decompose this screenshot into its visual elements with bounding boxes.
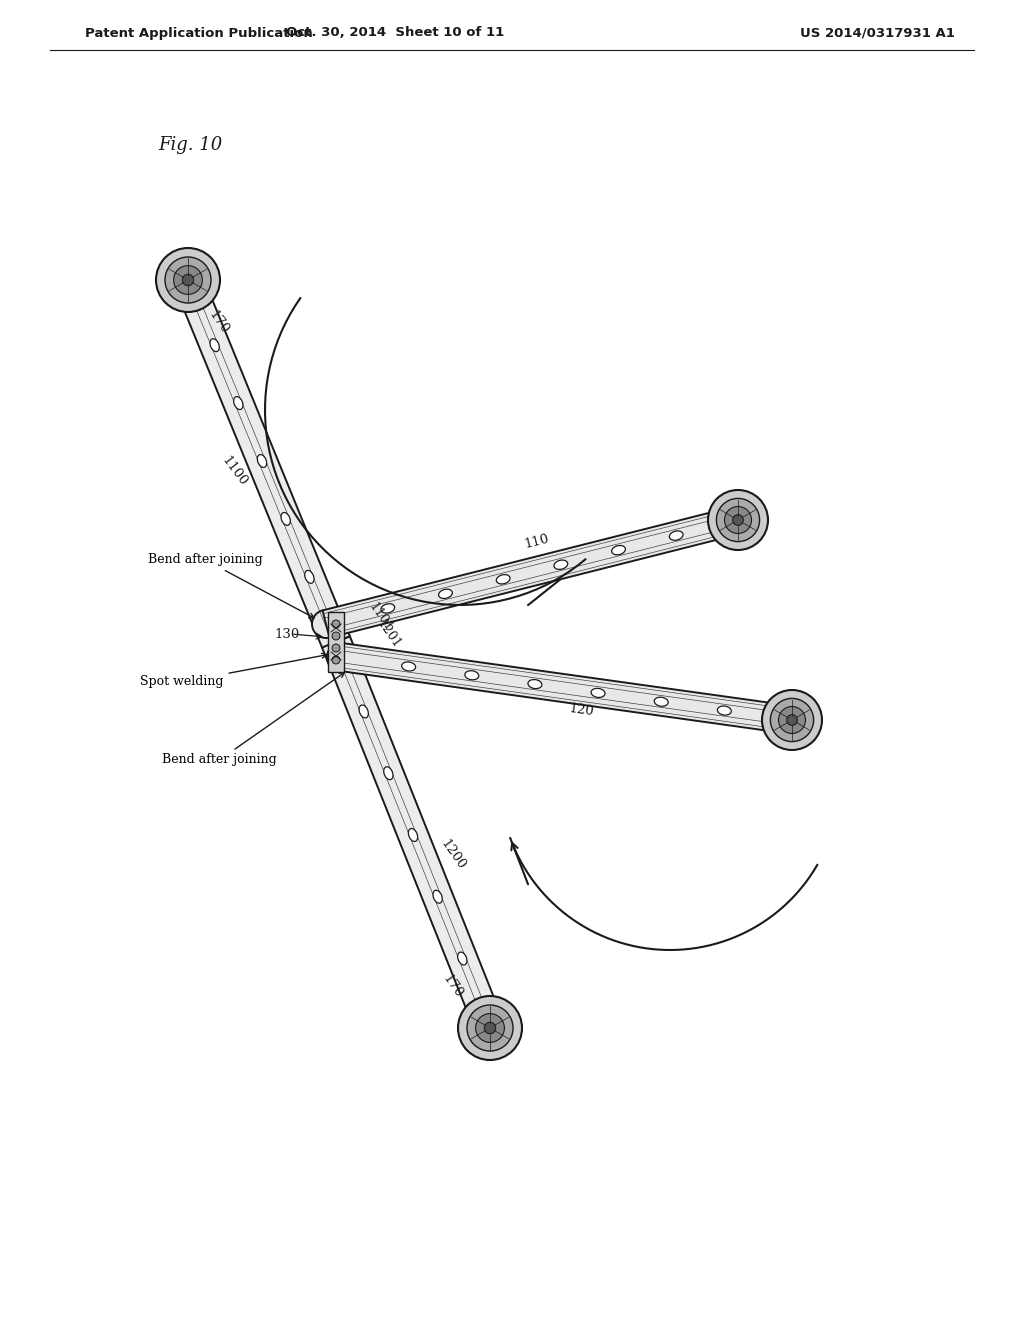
Polygon shape [323,507,741,638]
Circle shape [467,1005,513,1051]
Polygon shape [328,612,344,672]
Text: 170: 170 [206,308,231,337]
Polygon shape [339,643,794,734]
Circle shape [458,997,522,1060]
Ellipse shape [433,890,442,903]
Text: Fig. 10: Fig. 10 [158,136,222,154]
Text: 110: 110 [523,533,551,552]
Ellipse shape [438,589,453,598]
Ellipse shape [718,706,731,715]
Ellipse shape [210,339,219,351]
Circle shape [475,1014,505,1043]
Ellipse shape [409,829,418,841]
Ellipse shape [359,705,369,718]
Text: 1201: 1201 [374,618,402,651]
Ellipse shape [497,574,510,583]
Circle shape [732,515,743,525]
Polygon shape [323,636,504,1034]
Circle shape [182,275,194,285]
Ellipse shape [591,688,605,697]
Text: Oct. 30, 2014  Sheet 10 of 11: Oct. 30, 2014 Sheet 10 of 11 [286,26,504,40]
Ellipse shape [384,767,393,780]
Text: 120: 120 [568,702,595,718]
Text: Bend after joining: Bend after joining [162,672,344,767]
Circle shape [708,490,768,550]
Ellipse shape [670,531,683,540]
Text: US 2014/0317931 A1: US 2014/0317931 A1 [800,26,954,40]
Text: Bend after joining: Bend after joining [148,553,314,618]
Circle shape [332,644,340,652]
Text: 170: 170 [440,972,465,1001]
Ellipse shape [458,952,467,965]
Ellipse shape [611,545,626,554]
Ellipse shape [257,454,266,467]
Circle shape [762,690,822,750]
Ellipse shape [233,396,243,409]
Ellipse shape [381,603,394,612]
Circle shape [725,507,752,533]
Text: Patent Application Publication: Patent Application Publication [85,26,312,40]
Ellipse shape [281,512,291,525]
Circle shape [332,620,340,628]
Text: 1100: 1100 [219,454,249,488]
Circle shape [717,499,760,541]
Circle shape [156,248,220,312]
Polygon shape [174,275,350,648]
Text: 130: 130 [274,627,299,640]
Ellipse shape [305,570,314,583]
Circle shape [174,265,203,294]
Circle shape [312,610,340,638]
Ellipse shape [465,671,479,680]
Text: 1200: 1200 [438,838,468,873]
Circle shape [327,643,355,671]
Circle shape [778,706,806,734]
Circle shape [484,1022,496,1034]
Ellipse shape [554,560,567,569]
Circle shape [332,656,340,664]
Ellipse shape [401,661,416,671]
Ellipse shape [528,680,542,689]
Text: 1101: 1101 [366,601,395,634]
Circle shape [165,257,211,304]
Text: Spot welding: Spot welding [140,653,327,689]
Ellipse shape [654,697,669,706]
Circle shape [770,698,814,742]
Circle shape [786,714,798,726]
Circle shape [332,632,340,640]
